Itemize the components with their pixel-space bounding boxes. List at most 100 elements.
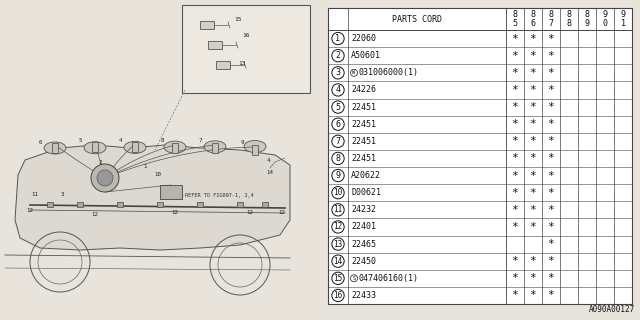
Text: 0: 0 [602,19,607,28]
Text: *: * [530,153,536,164]
Text: 22450: 22450 [351,257,376,266]
Text: 3: 3 [335,68,340,77]
Text: 6: 6 [38,140,42,146]
Text: 047406160(1): 047406160(1) [358,274,419,283]
Text: 22451: 22451 [351,120,376,129]
Ellipse shape [84,142,106,154]
Text: 24232: 24232 [351,205,376,214]
Text: *: * [530,256,536,266]
Text: A20622: A20622 [351,171,381,180]
Text: 8: 8 [566,19,572,28]
Text: *: * [548,85,554,95]
Text: *: * [548,256,554,266]
Text: 22433: 22433 [351,291,376,300]
Text: *: * [511,291,518,300]
Text: A50601: A50601 [351,51,381,60]
Text: 14: 14 [266,170,273,174]
Text: 22451: 22451 [351,154,376,163]
Bar [212,143,218,153]
Bar [216,61,230,69]
Text: *: * [548,68,554,78]
Bar [208,41,222,49]
Text: *: * [530,136,536,146]
Text: *: * [511,34,518,44]
Text: 7: 7 [548,19,554,28]
Bar [47,202,53,207]
Text: 11: 11 [333,205,342,214]
Text: *: * [511,153,518,164]
Text: *: * [530,34,536,44]
Text: *: * [530,205,536,215]
Text: 8: 8 [584,10,589,19]
Ellipse shape [244,140,266,153]
Text: W: W [353,70,356,75]
Text: *: * [511,136,518,146]
Text: 1: 1 [143,164,147,170]
Text: *: * [511,205,518,215]
Text: *: * [548,222,554,232]
Bar [197,202,203,207]
Text: *: * [530,102,536,112]
Bar [157,202,163,207]
Bar [117,202,123,207]
Bar [237,202,243,207]
Text: *: * [548,136,554,146]
Text: *: * [511,171,518,180]
Text: S: S [353,276,356,281]
Text: 6: 6 [335,120,340,129]
Text: *: * [511,102,518,112]
Text: 4: 4 [118,138,122,142]
Text: 7: 7 [198,139,202,143]
Text: 031006000(1): 031006000(1) [358,68,419,77]
Text: 22451: 22451 [351,137,376,146]
Text: D00621: D00621 [351,188,381,197]
Bar [52,143,58,153]
Text: 1: 1 [621,19,625,28]
Text: *: * [511,222,518,232]
Text: 2: 2 [335,51,340,60]
Text: 10: 10 [154,172,161,178]
Text: 12: 12 [246,210,253,214]
Text: PARTS CORD: PARTS CORD [392,14,442,23]
Text: *: * [511,188,518,198]
Text: 12: 12 [333,222,342,231]
Bar [92,142,98,152]
Text: *: * [530,119,536,129]
Text: REFER TO FIG097-1, 3,4: REFER TO FIG097-1, 3,4 [185,194,253,198]
Text: 5: 5 [78,139,82,143]
Text: *: * [548,273,554,283]
Text: 2: 2 [99,159,102,164]
Text: *: * [530,171,536,180]
Text: *: * [548,119,554,129]
Text: 11: 11 [31,191,38,196]
Text: 5: 5 [335,103,340,112]
Text: *: * [511,85,518,95]
Text: *: * [530,51,536,61]
Text: 15: 15 [234,17,241,22]
Text: 22401: 22401 [351,222,376,231]
Text: *: * [530,222,536,232]
Text: *: * [548,188,554,198]
Text: *: * [530,188,536,198]
Text: 12: 12 [278,210,285,214]
Bar [182,5,310,93]
Bar [252,145,258,155]
Text: 8: 8 [531,10,536,19]
Text: 8: 8 [548,10,554,19]
Text: 13: 13 [333,240,342,249]
Text: *: * [511,273,518,283]
Text: *: * [548,171,554,180]
Text: *: * [548,102,554,112]
Circle shape [97,170,113,186]
Bar [328,8,632,304]
Text: A090A00127: A090A00127 [589,305,635,314]
Bar [160,185,182,199]
Bar [132,142,138,152]
Text: 5: 5 [513,19,518,28]
Text: *: * [548,153,554,164]
Text: 9: 9 [584,19,589,28]
Text: 7: 7 [335,137,340,146]
Text: 15: 15 [333,274,342,283]
Text: *: * [511,68,518,78]
Ellipse shape [44,142,66,154]
